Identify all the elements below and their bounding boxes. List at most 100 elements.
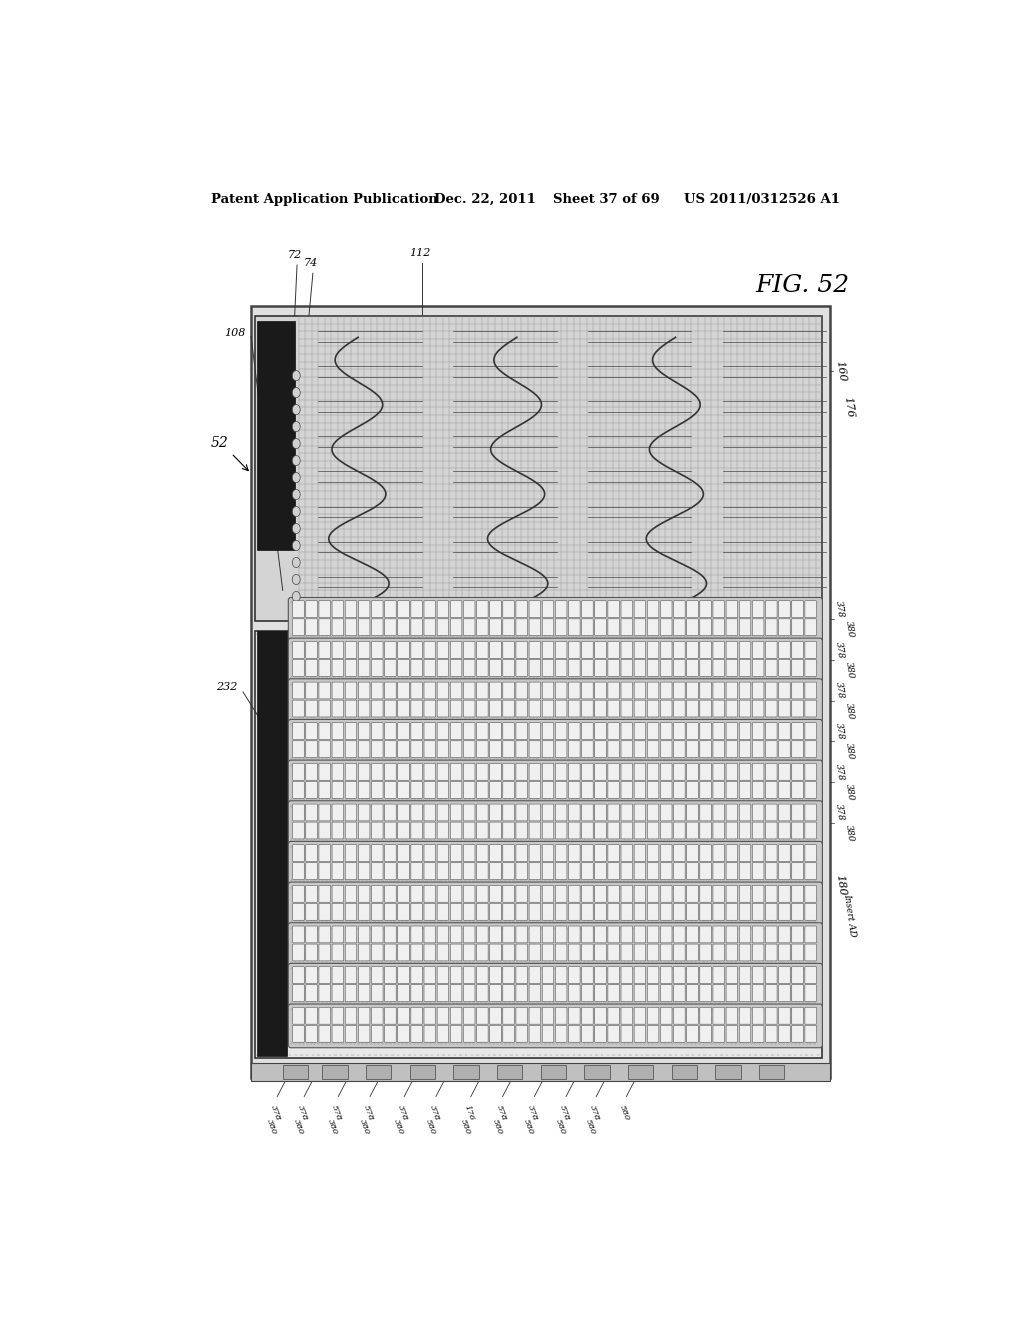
FancyBboxPatch shape bbox=[726, 944, 737, 961]
FancyBboxPatch shape bbox=[582, 966, 593, 983]
FancyBboxPatch shape bbox=[372, 660, 383, 676]
FancyBboxPatch shape bbox=[397, 927, 410, 942]
FancyBboxPatch shape bbox=[293, 619, 304, 636]
FancyBboxPatch shape bbox=[358, 886, 370, 902]
FancyBboxPatch shape bbox=[555, 903, 567, 920]
FancyBboxPatch shape bbox=[753, 682, 764, 698]
FancyBboxPatch shape bbox=[582, 845, 593, 862]
FancyBboxPatch shape bbox=[345, 660, 356, 676]
FancyBboxPatch shape bbox=[476, 822, 488, 840]
FancyBboxPatch shape bbox=[634, 619, 646, 636]
FancyBboxPatch shape bbox=[397, 845, 410, 862]
FancyBboxPatch shape bbox=[621, 763, 633, 780]
FancyBboxPatch shape bbox=[739, 927, 751, 942]
FancyBboxPatch shape bbox=[411, 781, 423, 799]
FancyBboxPatch shape bbox=[437, 601, 449, 618]
FancyBboxPatch shape bbox=[766, 886, 777, 902]
FancyBboxPatch shape bbox=[674, 822, 685, 840]
FancyBboxPatch shape bbox=[476, 682, 488, 698]
FancyBboxPatch shape bbox=[792, 642, 804, 659]
FancyBboxPatch shape bbox=[699, 660, 712, 676]
FancyBboxPatch shape bbox=[792, 966, 804, 983]
Bar bbox=[715, 1065, 740, 1080]
FancyBboxPatch shape bbox=[582, 619, 593, 636]
FancyBboxPatch shape bbox=[529, 601, 541, 618]
FancyBboxPatch shape bbox=[713, 660, 725, 676]
FancyBboxPatch shape bbox=[713, 1026, 725, 1043]
FancyBboxPatch shape bbox=[385, 944, 396, 961]
Bar bbox=[454, 1065, 479, 1080]
FancyBboxPatch shape bbox=[674, 927, 685, 942]
FancyBboxPatch shape bbox=[437, 927, 449, 942]
FancyBboxPatch shape bbox=[739, 723, 751, 739]
FancyBboxPatch shape bbox=[687, 845, 698, 862]
FancyBboxPatch shape bbox=[464, 741, 475, 758]
FancyBboxPatch shape bbox=[555, 804, 567, 821]
Text: 380: 380 bbox=[265, 1118, 279, 1135]
FancyBboxPatch shape bbox=[345, 763, 356, 780]
FancyBboxPatch shape bbox=[805, 741, 816, 758]
FancyBboxPatch shape bbox=[529, 763, 541, 780]
FancyBboxPatch shape bbox=[293, 822, 304, 840]
FancyBboxPatch shape bbox=[687, 1007, 698, 1024]
FancyBboxPatch shape bbox=[726, 700, 737, 717]
FancyBboxPatch shape bbox=[529, 682, 541, 698]
FancyBboxPatch shape bbox=[437, 700, 449, 717]
FancyBboxPatch shape bbox=[766, 966, 777, 983]
FancyBboxPatch shape bbox=[385, 1007, 396, 1024]
FancyBboxPatch shape bbox=[753, 619, 764, 636]
FancyBboxPatch shape bbox=[568, 619, 580, 636]
FancyBboxPatch shape bbox=[332, 944, 344, 961]
FancyBboxPatch shape bbox=[608, 660, 620, 676]
FancyBboxPatch shape bbox=[476, 741, 488, 758]
FancyBboxPatch shape bbox=[699, 985, 712, 1002]
FancyBboxPatch shape bbox=[568, 966, 580, 983]
FancyBboxPatch shape bbox=[332, 642, 344, 659]
FancyBboxPatch shape bbox=[529, 886, 541, 902]
Text: 380: 380 bbox=[327, 1118, 339, 1135]
FancyBboxPatch shape bbox=[424, 927, 435, 942]
FancyBboxPatch shape bbox=[726, 723, 737, 739]
FancyBboxPatch shape bbox=[385, 660, 396, 676]
FancyBboxPatch shape bbox=[687, 966, 698, 983]
FancyBboxPatch shape bbox=[555, 642, 567, 659]
FancyBboxPatch shape bbox=[424, 741, 435, 758]
FancyBboxPatch shape bbox=[516, 682, 527, 698]
Text: 378: 378 bbox=[526, 1104, 540, 1122]
FancyBboxPatch shape bbox=[792, 845, 804, 862]
FancyBboxPatch shape bbox=[424, 660, 435, 676]
FancyBboxPatch shape bbox=[289, 719, 822, 763]
FancyBboxPatch shape bbox=[608, 886, 620, 902]
FancyBboxPatch shape bbox=[778, 763, 791, 780]
FancyBboxPatch shape bbox=[464, 1007, 475, 1024]
FancyBboxPatch shape bbox=[424, 863, 435, 879]
Bar bbox=[497, 1065, 522, 1080]
FancyBboxPatch shape bbox=[489, 682, 501, 698]
FancyBboxPatch shape bbox=[543, 822, 554, 840]
Circle shape bbox=[292, 421, 300, 432]
FancyBboxPatch shape bbox=[621, 804, 633, 821]
FancyBboxPatch shape bbox=[411, 660, 423, 676]
FancyBboxPatch shape bbox=[306, 927, 317, 942]
Text: 378: 378 bbox=[835, 722, 846, 741]
FancyBboxPatch shape bbox=[713, 601, 725, 618]
FancyBboxPatch shape bbox=[674, 944, 685, 961]
FancyBboxPatch shape bbox=[529, 1007, 541, 1024]
FancyBboxPatch shape bbox=[766, 763, 777, 780]
FancyBboxPatch shape bbox=[792, 863, 804, 879]
FancyBboxPatch shape bbox=[385, 804, 396, 821]
FancyBboxPatch shape bbox=[476, 966, 488, 983]
FancyBboxPatch shape bbox=[476, 985, 488, 1002]
FancyBboxPatch shape bbox=[687, 863, 698, 879]
FancyBboxPatch shape bbox=[674, 1007, 685, 1024]
FancyBboxPatch shape bbox=[476, 660, 488, 676]
FancyBboxPatch shape bbox=[805, 845, 816, 862]
FancyBboxPatch shape bbox=[778, 822, 791, 840]
FancyBboxPatch shape bbox=[529, 1026, 541, 1043]
FancyBboxPatch shape bbox=[792, 804, 804, 821]
FancyBboxPatch shape bbox=[726, 927, 737, 942]
FancyBboxPatch shape bbox=[411, 601, 423, 618]
FancyBboxPatch shape bbox=[543, 1026, 554, 1043]
FancyBboxPatch shape bbox=[739, 642, 751, 659]
FancyBboxPatch shape bbox=[345, 822, 356, 840]
